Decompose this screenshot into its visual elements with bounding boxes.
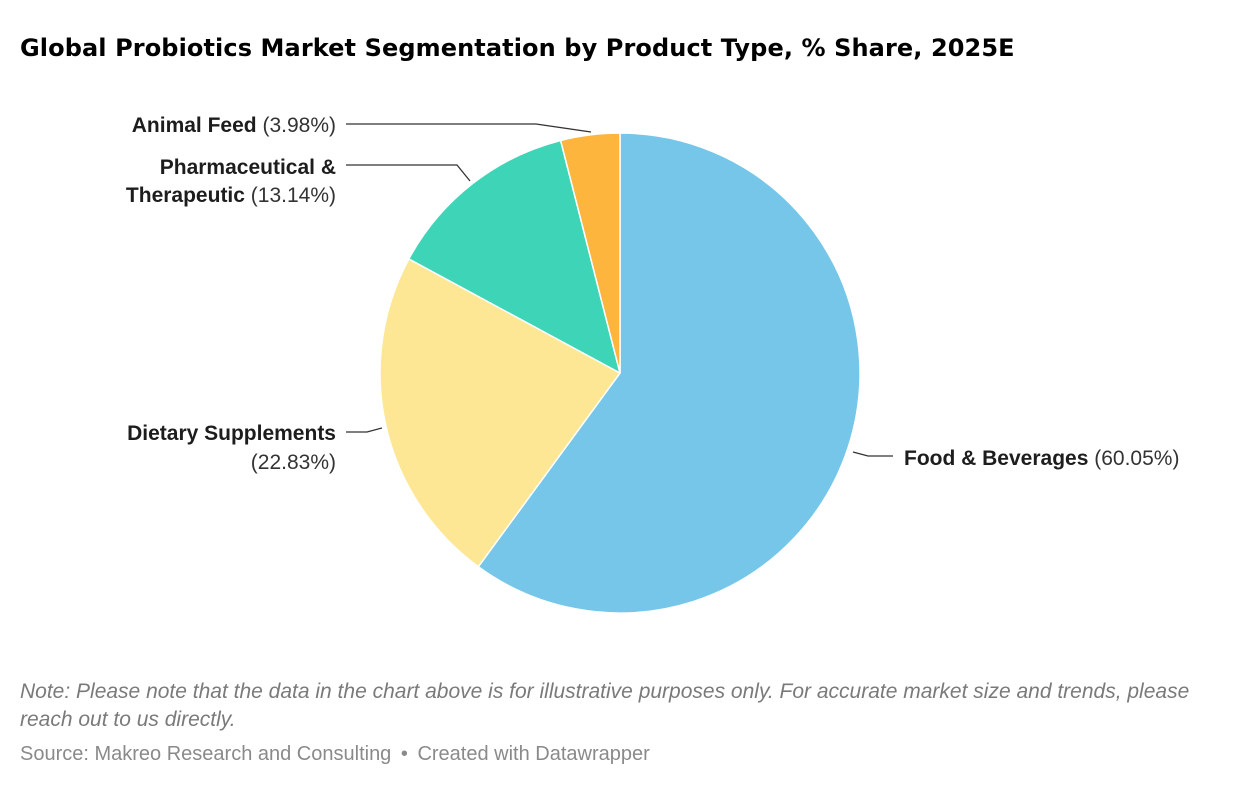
chart-source-line: Source: Makreo Research and Consulting •… — [20, 743, 650, 766]
source-text: Source: Makreo Research and Consulting — [20, 743, 392, 765]
slice-label-food-and-beverages: Food & Beverages (60.05%) — [904, 447, 1179, 470]
footer-separator: • — [400, 743, 408, 765]
slice-label-animal-feed: Animal Feed (3.98%) — [132, 114, 336, 137]
leader-line-dietary-supplements — [346, 427, 383, 433]
pie-slice-food-and-beverages — [477, 132, 861, 614]
pie-chart: Food & Beverages (60.05%) Dietary Supplem… — [126, 114, 1180, 614]
chart-title: Global Probiotics Market Segmentation by… — [20, 34, 1015, 62]
slice-label-value: (3.98%) — [257, 114, 336, 137]
slice-label-value: (60.05%) — [1088, 447, 1179, 470]
credit-text: Created with Datawrapper — [417, 743, 650, 765]
leader-line-animal-feed — [346, 123, 592, 133]
pie-slice-dietary-supplements — [379, 258, 621, 568]
slice-label-value: (22.83%) — [251, 451, 336, 474]
slice-label-dietary-supplements: Dietary Supplements (22.83%) — [127, 422, 336, 474]
slice-label-name: Food & Beverages — [904, 447, 1088, 470]
slice-labels: Food & Beverages (60.05%) Dietary Supplem… — [126, 114, 1180, 474]
slice-label-value: (13.14%) — [245, 184, 336, 207]
slice-label-name: Therapeutic — [126, 184, 245, 207]
pie-slice-pharmaceutical-and-therapeutic — [408, 139, 621, 374]
leader-line-pharmaceutical-and-therapeutic — [346, 164, 471, 182]
label-leader-lines — [346, 123, 893, 457]
slice-label-name: Pharmaceutical & — [160, 156, 336, 179]
leader-line-food-and-beverages — [852, 451, 893, 457]
pie-slice-animal-feed — [559, 132, 621, 374]
slice-label-name: Dietary Supplements — [127, 422, 336, 445]
slice-label-pharmaceutical-and-therapeutic: Pharmaceutical & Therapeutic (13.14%) — [126, 156, 336, 207]
slice-label-name: Animal Feed — [132, 114, 257, 137]
pie-slices — [379, 132, 861, 614]
chart-note: Note: Please note that the data in the c… — [20, 680, 1190, 731]
